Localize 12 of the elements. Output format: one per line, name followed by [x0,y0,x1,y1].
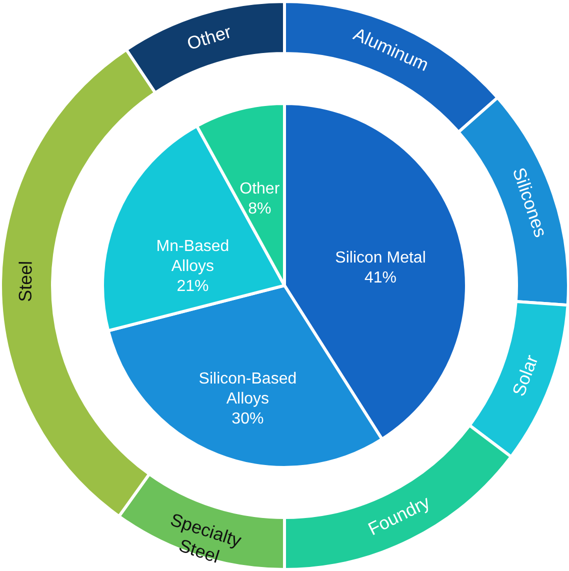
slice-label: Other [240,180,280,198]
slice-label: Solar [508,352,542,399]
data-label: 30% [232,410,264,428]
slice-label: Steel [15,260,36,302]
data-label: 8% [248,200,272,218]
data-label: 21% [176,278,209,295]
slice-label: Mn-Based Alloys [156,238,230,275]
slice-label: Silicones [508,165,551,240]
data-label: 41% [364,270,397,287]
slice-label: Silicon Metal [335,250,426,267]
slice-label: Other [184,22,234,54]
slice-label: Silicon-Based Alloys [198,370,297,408]
